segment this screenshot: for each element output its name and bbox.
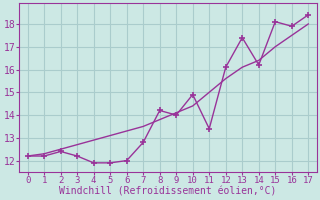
X-axis label: Windchill (Refroidissement éolien,°C): Windchill (Refroidissement éolien,°C) — [59, 187, 277, 197]
